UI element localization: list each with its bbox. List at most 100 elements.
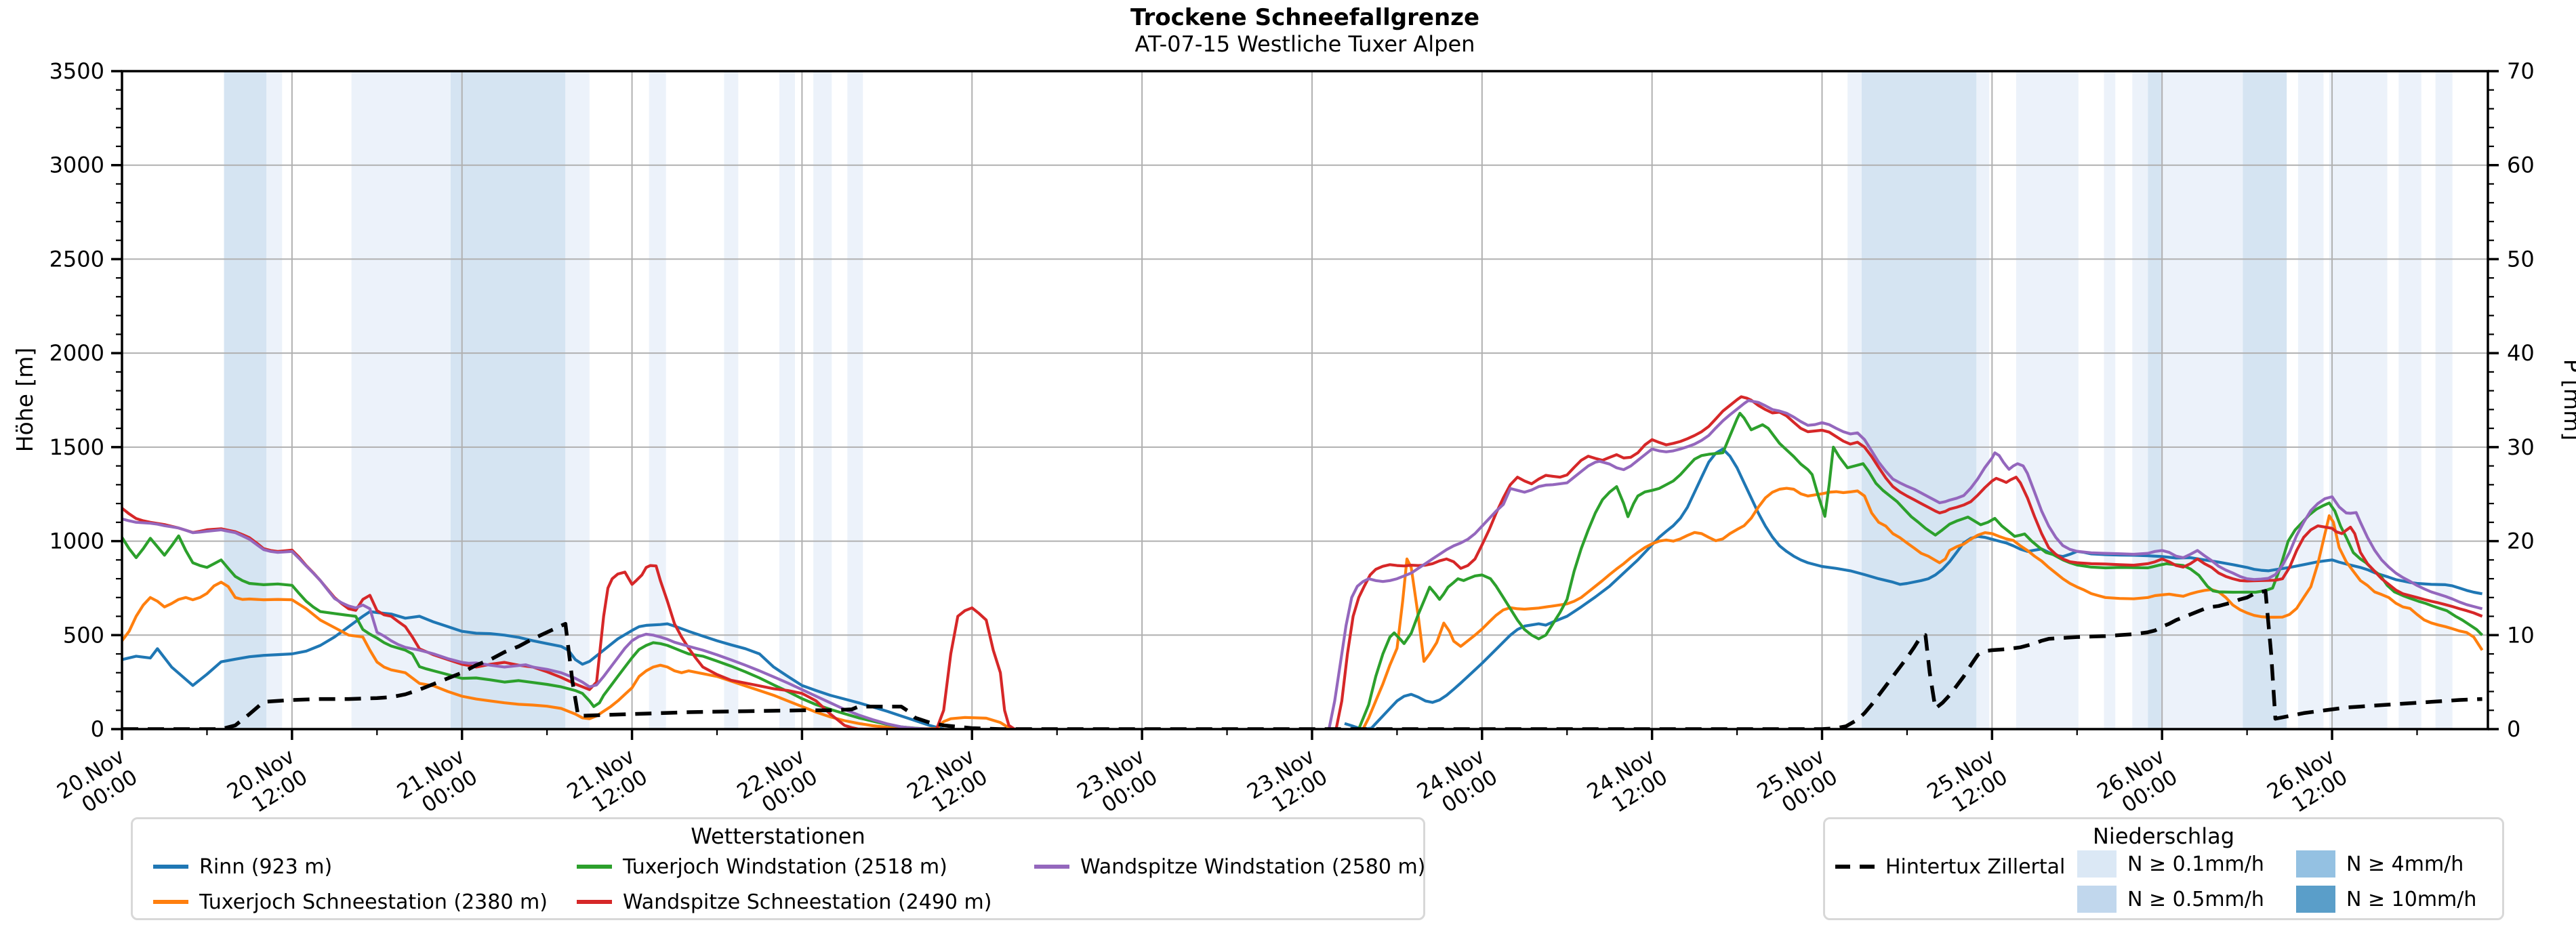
svg-text:20.Nov00:00: 20.Nov00:00 [53, 744, 142, 825]
legend-precipitation-title: Niederschlag [2092, 823, 2235, 849]
x-tick-label: 24.Nov12:00 [1583, 744, 1672, 825]
y-axis-label-left: Höhe [m] [12, 348, 38, 453]
legend-line-swatch [153, 900, 188, 904]
precip-band [1847, 71, 1862, 729]
svg-text:23.Nov00:00: 23.Nov00:00 [1073, 744, 1162, 825]
precip-band [2297, 71, 2324, 729]
legend-line-swatch [577, 865, 612, 869]
precip-band [266, 71, 283, 729]
legend-item-label: Wandspitze Schneestation (2490 m) [623, 890, 992, 914]
legend-item-label: N ≥ 10mm/h [2346, 887, 2477, 911]
precip-band [2016, 71, 2079, 729]
legend-stations-title: Wetterstationen [691, 823, 865, 849]
series-tuxerjoch-schnee-line [1362, 487, 2484, 729]
legend-item-tuxerjoch: Tuxerjoch Schneestation (2380 m) [153, 888, 548, 915]
x-tick-label: 23.Nov12:00 [1243, 744, 1332, 825]
series-lines [122, 395, 2484, 729]
svg-text:40: 40 [2507, 340, 2535, 366]
series-rinn-line [122, 610, 944, 729]
legend-patch-swatch [2296, 850, 2335, 878]
svg-text:60: 60 [2507, 152, 2535, 178]
svg-text:2500: 2500 [49, 246, 104, 272]
legend-stations: Wetterstationen Rinn (923 m) Tuxerjoch Sc… [131, 817, 1425, 920]
precip-band [351, 71, 451, 729]
svg-text:3500: 3500 [49, 58, 104, 84]
legend-item-precip-level: N ≥ 0.1mm/h [2077, 850, 2264, 878]
svg-text:22.Nov00:00: 22.Nov00:00 [733, 744, 821, 825]
x-tick-label: 25.Nov12:00 [1923, 744, 2011, 825]
svg-text:1500: 1500 [49, 434, 104, 460]
y-axis-label-right: P [mm] [2559, 359, 2576, 440]
page-title: Trockene Schneefallgrenze [1130, 4, 1480, 31]
legend-line-swatch [153, 865, 188, 869]
legend-line-swatch [577, 900, 612, 904]
legend-item-label: Hintertux Zillertal [1885, 854, 2066, 879]
precip-band [565, 71, 590, 729]
precip-band [450, 71, 566, 729]
legend-item-label: Tuxerjoch Schneestation (2380 m) [199, 890, 548, 914]
legend-item-label: N ≥ 0.1mm/h [2127, 852, 2264, 876]
svg-text:1000: 1000 [49, 529, 104, 554]
svg-text:2000: 2000 [49, 340, 104, 366]
series-wandspitze-schnee-line [1334, 395, 2483, 729]
series-tuxerjoch-wind-line [1357, 411, 2484, 729]
svg-text:23.Nov12:00: 23.Nov12:00 [1243, 744, 1332, 825]
x-tick-label: 22.Nov12:00 [903, 744, 991, 825]
x-tick-label: 25.Nov00:00 [1753, 744, 1842, 825]
precip-band [649, 71, 666, 729]
legend-patch-swatch [2296, 886, 2335, 913]
x-tick-label: 22.Nov00:00 [733, 744, 821, 825]
legend-precipitation: Niederschlag Hintertux Zillertal N ≥ 0.1m… [1823, 817, 2504, 920]
precip-band [847, 71, 863, 729]
legend-item-label: Rinn (923 m) [199, 854, 333, 879]
x-tick-label: 21.Nov00:00 [393, 744, 482, 825]
svg-text:25.Nov12:00: 25.Nov12:00 [1923, 744, 2011, 825]
precip-band [2398, 71, 2421, 729]
svg-text:21.Nov00:00: 21.Nov00:00 [393, 744, 482, 825]
legend-line-swatch [1034, 865, 1069, 869]
x-tick-label: 26.Nov00:00 [2093, 744, 2182, 825]
precip-band [2132, 71, 2148, 729]
legend-item-label: N ≥ 4mm/h [2346, 852, 2464, 876]
precip-bands [224, 71, 2453, 729]
legend-item-precip-level: N ≥ 10mm/h [2296, 886, 2476, 913]
svg-text:500: 500 [63, 622, 104, 648]
svg-text:70: 70 [2507, 58, 2535, 84]
precip-band [724, 71, 739, 729]
svg-text:24.Nov12:00: 24.Nov12:00 [1583, 744, 1672, 825]
svg-text:21.Nov12:00: 21.Nov12:00 [563, 744, 652, 825]
legend-item-tuxerjoch: Tuxerjoch Windstation (2518 m) [577, 853, 947, 880]
precip-band [2329, 71, 2388, 729]
precip-band [2243, 71, 2287, 729]
legend-item-wandspitze: Wandspitze Schneestation (2490 m) [577, 888, 991, 915]
legend-item-precip-level: N ≥ 4mm/h [2296, 850, 2463, 878]
svg-text:30: 30 [2507, 434, 2535, 460]
legend-item-rinn: Rinn (923 m) [153, 853, 332, 880]
legend-item-label: Wandspitze Windstation (2580 m) [1080, 854, 1426, 879]
svg-text:26.Nov12:00: 26.Nov12:00 [2263, 744, 2352, 825]
series-tuxerjoch-wind-line [122, 534, 930, 729]
svg-text:25.Nov00:00: 25.Nov00:00 [1753, 744, 1842, 825]
svg-text:3000: 3000 [49, 152, 104, 178]
legend-patch-swatch [2077, 886, 2117, 913]
precip-band [779, 71, 795, 729]
legend-item-label: N ≥ 0.5mm/h [2127, 887, 2264, 911]
svg-text:0: 0 [2507, 716, 2520, 742]
precip-band [1976, 71, 1990, 729]
x-tick-label: 21.Nov12:00 [563, 744, 652, 825]
svg-text:20.Nov12:00: 20.Nov12:00 [223, 744, 312, 825]
legend-item-precip-level: N ≥ 0.5mm/h [2077, 886, 2264, 913]
series-hintertux-line [122, 589, 2482, 729]
legend-patch-swatch [2077, 850, 2117, 878]
x-tick-label: 20.Nov00:00 [53, 744, 142, 825]
precip-band [2162, 71, 2243, 729]
svg-text:22.Nov12:00: 22.Nov12:00 [903, 744, 991, 825]
page-subtitle: AT-07-15 Westliche Tuxer Alpen [1134, 31, 1475, 57]
svg-text:26.Nov00:00: 26.Nov00:00 [2093, 744, 2182, 825]
legend-dashed-swatch [1835, 865, 1875, 869]
legend-item-label: Tuxerjoch Windstation (2518 m) [623, 854, 947, 879]
precip-band [224, 71, 267, 729]
svg-text:50: 50 [2507, 246, 2535, 272]
x-tick-label: 23.Nov00:00 [1073, 744, 1162, 825]
series-rinn-line [1344, 447, 2482, 729]
